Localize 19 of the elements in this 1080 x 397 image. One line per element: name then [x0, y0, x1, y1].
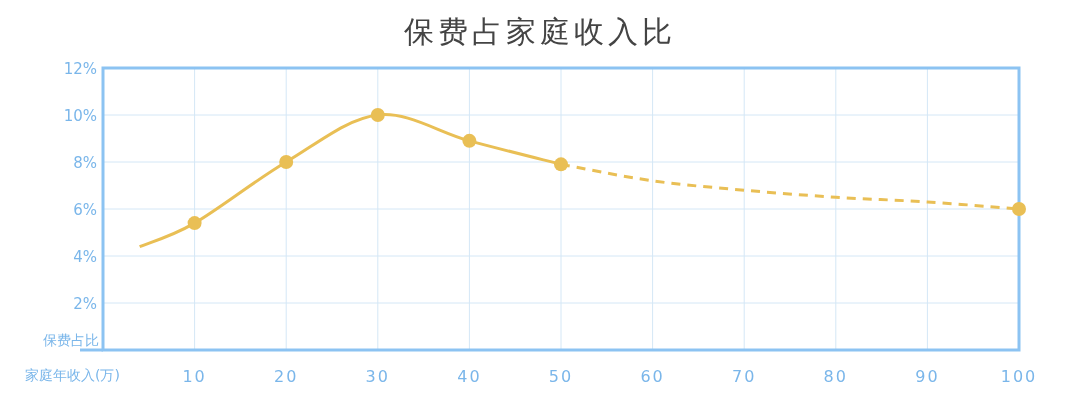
y-tick-label: 12%: [63, 60, 97, 78]
y-tick-label: 2%: [73, 295, 97, 313]
x-tick-label: 100: [1000, 367, 1038, 386]
x-tick-label: 20: [274, 367, 299, 386]
y-tick-label: 8%: [73, 154, 97, 172]
y-tick-label: 6%: [73, 201, 97, 219]
x-tick-label: 90: [915, 367, 940, 386]
x-tick-label: 50: [548, 367, 574, 386]
x-axis-title: 家庭年收入(万): [25, 367, 120, 383]
x-tick-label: 80: [823, 367, 848, 386]
x-tick-label: 60: [640, 367, 665, 386]
x-tick-label: 40: [457, 367, 482, 386]
y-axis-title: 保费占比: [43, 332, 99, 348]
x-tick-label: 30: [365, 367, 390, 386]
chart-title: 保费占家庭收入比: [404, 14, 676, 49]
y-tick-label: 4%: [73, 248, 97, 266]
x-tick-label: 10: [182, 367, 207, 386]
x-tick-label: 70: [732, 367, 757, 386]
y-tick-label: 10%: [63, 107, 97, 125]
